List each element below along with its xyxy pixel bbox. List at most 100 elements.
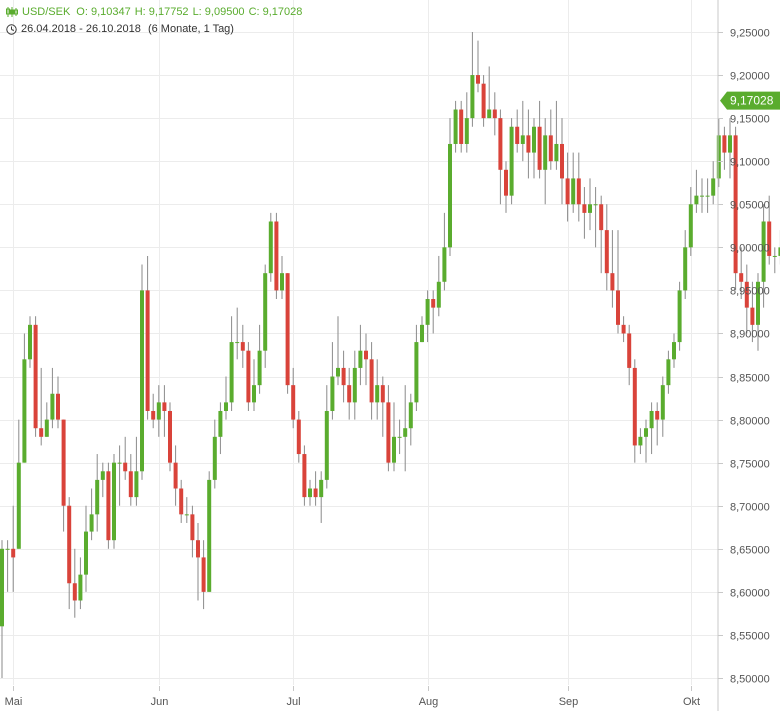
candle-down <box>162 385 166 437</box>
candle-body <box>599 204 603 230</box>
candle-body <box>650 411 654 428</box>
candle-down <box>291 368 295 428</box>
candle-up <box>694 170 698 213</box>
candle-body <box>538 127 542 170</box>
candle-body <box>739 273 743 282</box>
candle-body <box>700 196 704 197</box>
candle-up <box>50 368 54 428</box>
candle-up <box>594 187 598 247</box>
clock-icon <box>6 24 17 35</box>
candle-body <box>62 420 66 506</box>
candle-body <box>28 325 32 359</box>
candle-body <box>314 489 318 498</box>
candle-body <box>325 411 329 480</box>
candle-up <box>325 385 329 488</box>
candle-down <box>347 368 351 420</box>
candle-down <box>370 342 374 420</box>
candle-down <box>526 110 530 179</box>
candle-down <box>633 359 637 462</box>
candle-up <box>442 213 446 291</box>
candle-down <box>386 385 390 471</box>
x-tick-label: Mai <box>5 696 23 708</box>
candle-body <box>773 256 777 257</box>
candle-body <box>532 127 536 153</box>
candle-down <box>381 377 385 437</box>
candle-up <box>638 428 642 454</box>
candle-up <box>454 101 458 153</box>
candle-body <box>73 583 77 600</box>
candle-down <box>151 394 155 428</box>
candle-down <box>459 101 463 153</box>
candle-body <box>218 411 222 437</box>
candle-up <box>112 454 116 549</box>
candle-down <box>179 480 183 523</box>
candle-up <box>218 402 222 454</box>
candle-body <box>146 290 150 411</box>
candle-up <box>437 256 441 316</box>
candle-body <box>302 454 306 497</box>
candle-body <box>722 135 726 152</box>
high-value: H: 9,17752 <box>135 6 189 18</box>
period-label: (6 Monate, 1 Tag) <box>148 23 234 35</box>
candle-body <box>577 178 581 204</box>
candle-body <box>39 428 43 437</box>
candle-body <box>118 463 122 464</box>
candle-body <box>498 118 502 170</box>
open-value: O: 9,10347 <box>76 6 130 18</box>
candle-body <box>263 273 267 351</box>
candle-up <box>207 471 211 592</box>
candle-up <box>118 445 122 505</box>
y-tick-label: 9,15000 <box>730 114 770 126</box>
candle-body <box>426 299 430 325</box>
candle-up <box>280 256 284 299</box>
candle-down <box>73 549 77 618</box>
candle-body <box>280 273 284 290</box>
candle-down <box>168 402 172 471</box>
candle-up <box>140 265 144 480</box>
y-tick-label: 9,20000 <box>730 71 770 83</box>
x-tick-label: Sep <box>559 696 579 708</box>
candle-up <box>414 325 418 411</box>
candle-down <box>582 187 586 239</box>
candle-up <box>448 118 452 256</box>
candle-up <box>185 497 189 523</box>
candle-body <box>50 394 54 420</box>
candle-up <box>672 333 676 367</box>
candle-body <box>392 437 396 463</box>
candle-up <box>487 66 491 118</box>
candle-body <box>398 437 402 438</box>
candle-up <box>330 342 334 420</box>
candle-up <box>470 32 474 127</box>
candles <box>0 32 780 678</box>
candle-body <box>549 135 553 161</box>
candle-down <box>297 411 301 463</box>
candle-down <box>431 290 435 333</box>
candle-body <box>476 75 480 84</box>
candle-up <box>84 506 88 592</box>
candle-body <box>185 514 189 515</box>
ohlc-header: USD/SEK O: 9,10347 H: 9,17752 L: 9,09500 C: … <box>6 5 306 19</box>
candle-up <box>6 540 10 592</box>
candle-down <box>560 118 564 204</box>
candle-down <box>504 161 508 213</box>
candle-body <box>358 351 362 368</box>
candle-up <box>711 161 715 204</box>
candle-body <box>594 204 598 205</box>
candle-body <box>179 489 183 515</box>
y-tick-label: 8,85000 <box>730 373 770 385</box>
last-price-marker: 9,17028 <box>720 92 780 110</box>
candle-up <box>554 101 558 170</box>
candle-body <box>269 221 273 273</box>
x-tick-label: Okt <box>683 696 700 708</box>
candle-up <box>28 316 32 368</box>
candle-body <box>616 290 620 324</box>
candle-up <box>398 420 402 454</box>
candle-body <box>543 135 547 169</box>
candle-body <box>347 385 351 402</box>
candle-body <box>465 118 469 144</box>
candle-body <box>403 428 407 437</box>
candle-body <box>174 463 178 489</box>
candle-up <box>230 316 234 411</box>
candle-body <box>17 463 21 549</box>
